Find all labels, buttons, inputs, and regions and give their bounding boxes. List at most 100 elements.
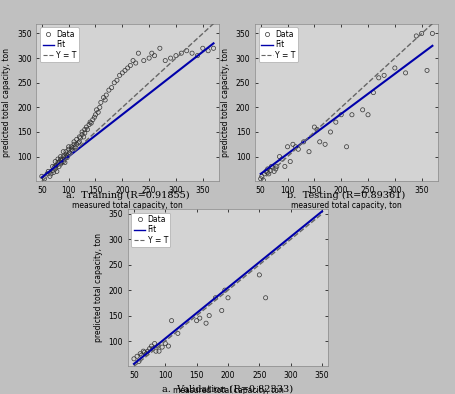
Point [93, 107, 100, 113]
Point [62, 153, 70, 160]
Point [66, 149, 73, 156]
Point [152, 348, 159, 354]
Point [58, 159, 65, 165]
Point [258, 173, 265, 180]
Point [272, 166, 279, 172]
Point [75, 140, 82, 146]
Point [124, 65, 131, 71]
Point [53, 168, 61, 175]
Point [141, 349, 148, 355]
Point [259, 177, 267, 184]
Point [390, 65, 398, 71]
Point [64, 152, 71, 159]
Legend: Data, Fit, Y = T: Data, Fit, Y = T [40, 28, 79, 62]
Point [57, 153, 64, 160]
Point [149, 346, 156, 352]
Point [41, 176, 48, 182]
Point [281, 163, 288, 169]
Point [46, 173, 53, 180]
Point [118, 70, 126, 76]
Point [45, 168, 52, 175]
Point [65, 151, 72, 157]
Point [49, 167, 56, 173]
Point [51, 163, 59, 169]
Point [174, 330, 181, 336]
Point [105, 87, 112, 93]
Point [57, 161, 64, 167]
Y-axis label: predicted total capacity, ton: predicted total capacity, ton [2, 48, 11, 157]
Text: b.  Testing (R=0.89361): b. Testing (R=0.89361) [287, 191, 405, 200]
Point [51, 166, 59, 172]
Point [121, 67, 128, 74]
Point [264, 171, 272, 177]
Point [275, 153, 283, 160]
Point [310, 124, 317, 130]
Legend: Data, Fit, Y = T: Data, Fit, Y = T [258, 28, 297, 62]
Point [270, 168, 277, 175]
Point [126, 62, 134, 69]
Point [364, 112, 371, 118]
Point [172, 52, 179, 59]
Point [61, 159, 68, 165]
X-axis label: measured total capacity, ton: measured total capacity, ton [291, 201, 401, 210]
Point [139, 348, 147, 354]
Point [177, 50, 185, 56]
Point [81, 130, 88, 136]
Point [167, 55, 174, 61]
Point [96, 104, 103, 111]
Point [100, 95, 107, 101]
Point [305, 149, 312, 155]
Point [161, 58, 168, 64]
Point [260, 171, 268, 177]
Point [144, 348, 151, 354]
Point [38, 173, 46, 180]
Point [156, 45, 163, 52]
Point [192, 318, 200, 324]
Point [60, 153, 67, 160]
Point [331, 119, 339, 125]
Point [97, 99, 104, 106]
Point [54, 159, 61, 165]
Point [94, 109, 101, 115]
Point [257, 176, 264, 182]
Point [348, 112, 355, 118]
Point [56, 158, 63, 165]
Point [167, 318, 175, 324]
Point [135, 50, 142, 56]
Point [55, 163, 62, 169]
Point [102, 92, 110, 98]
Point [268, 164, 276, 171]
Point [266, 167, 273, 173]
Point [154, 343, 161, 349]
Point [81, 126, 88, 133]
Point [51, 164, 58, 171]
Point [76, 139, 83, 145]
Legend: Data, Fit, Y = T: Data, Fit, Y = T [131, 213, 170, 247]
Point [158, 344, 166, 350]
Point [137, 352, 145, 359]
Point [262, 168, 269, 175]
Point [78, 131, 86, 138]
Point [337, 112, 344, 118]
Point [147, 343, 155, 349]
Point [224, 295, 231, 301]
Point [202, 320, 209, 326]
Point [188, 50, 195, 56]
Point [199, 45, 206, 52]
Point [313, 126, 320, 133]
Point [87, 120, 95, 126]
Point [374, 74, 382, 81]
Point [86, 119, 94, 125]
Point [116, 72, 123, 78]
Point [401, 70, 408, 76]
Point [113, 77, 120, 84]
Point [151, 340, 158, 347]
Point [70, 141, 77, 147]
X-axis label: measured total capacity, ton: measured total capacity, ton [172, 386, 283, 394]
Point [379, 72, 387, 78]
Point [221, 287, 228, 293]
Point [76, 134, 83, 140]
Point [278, 156, 285, 162]
Point [67, 144, 75, 150]
Point [67, 146, 75, 152]
